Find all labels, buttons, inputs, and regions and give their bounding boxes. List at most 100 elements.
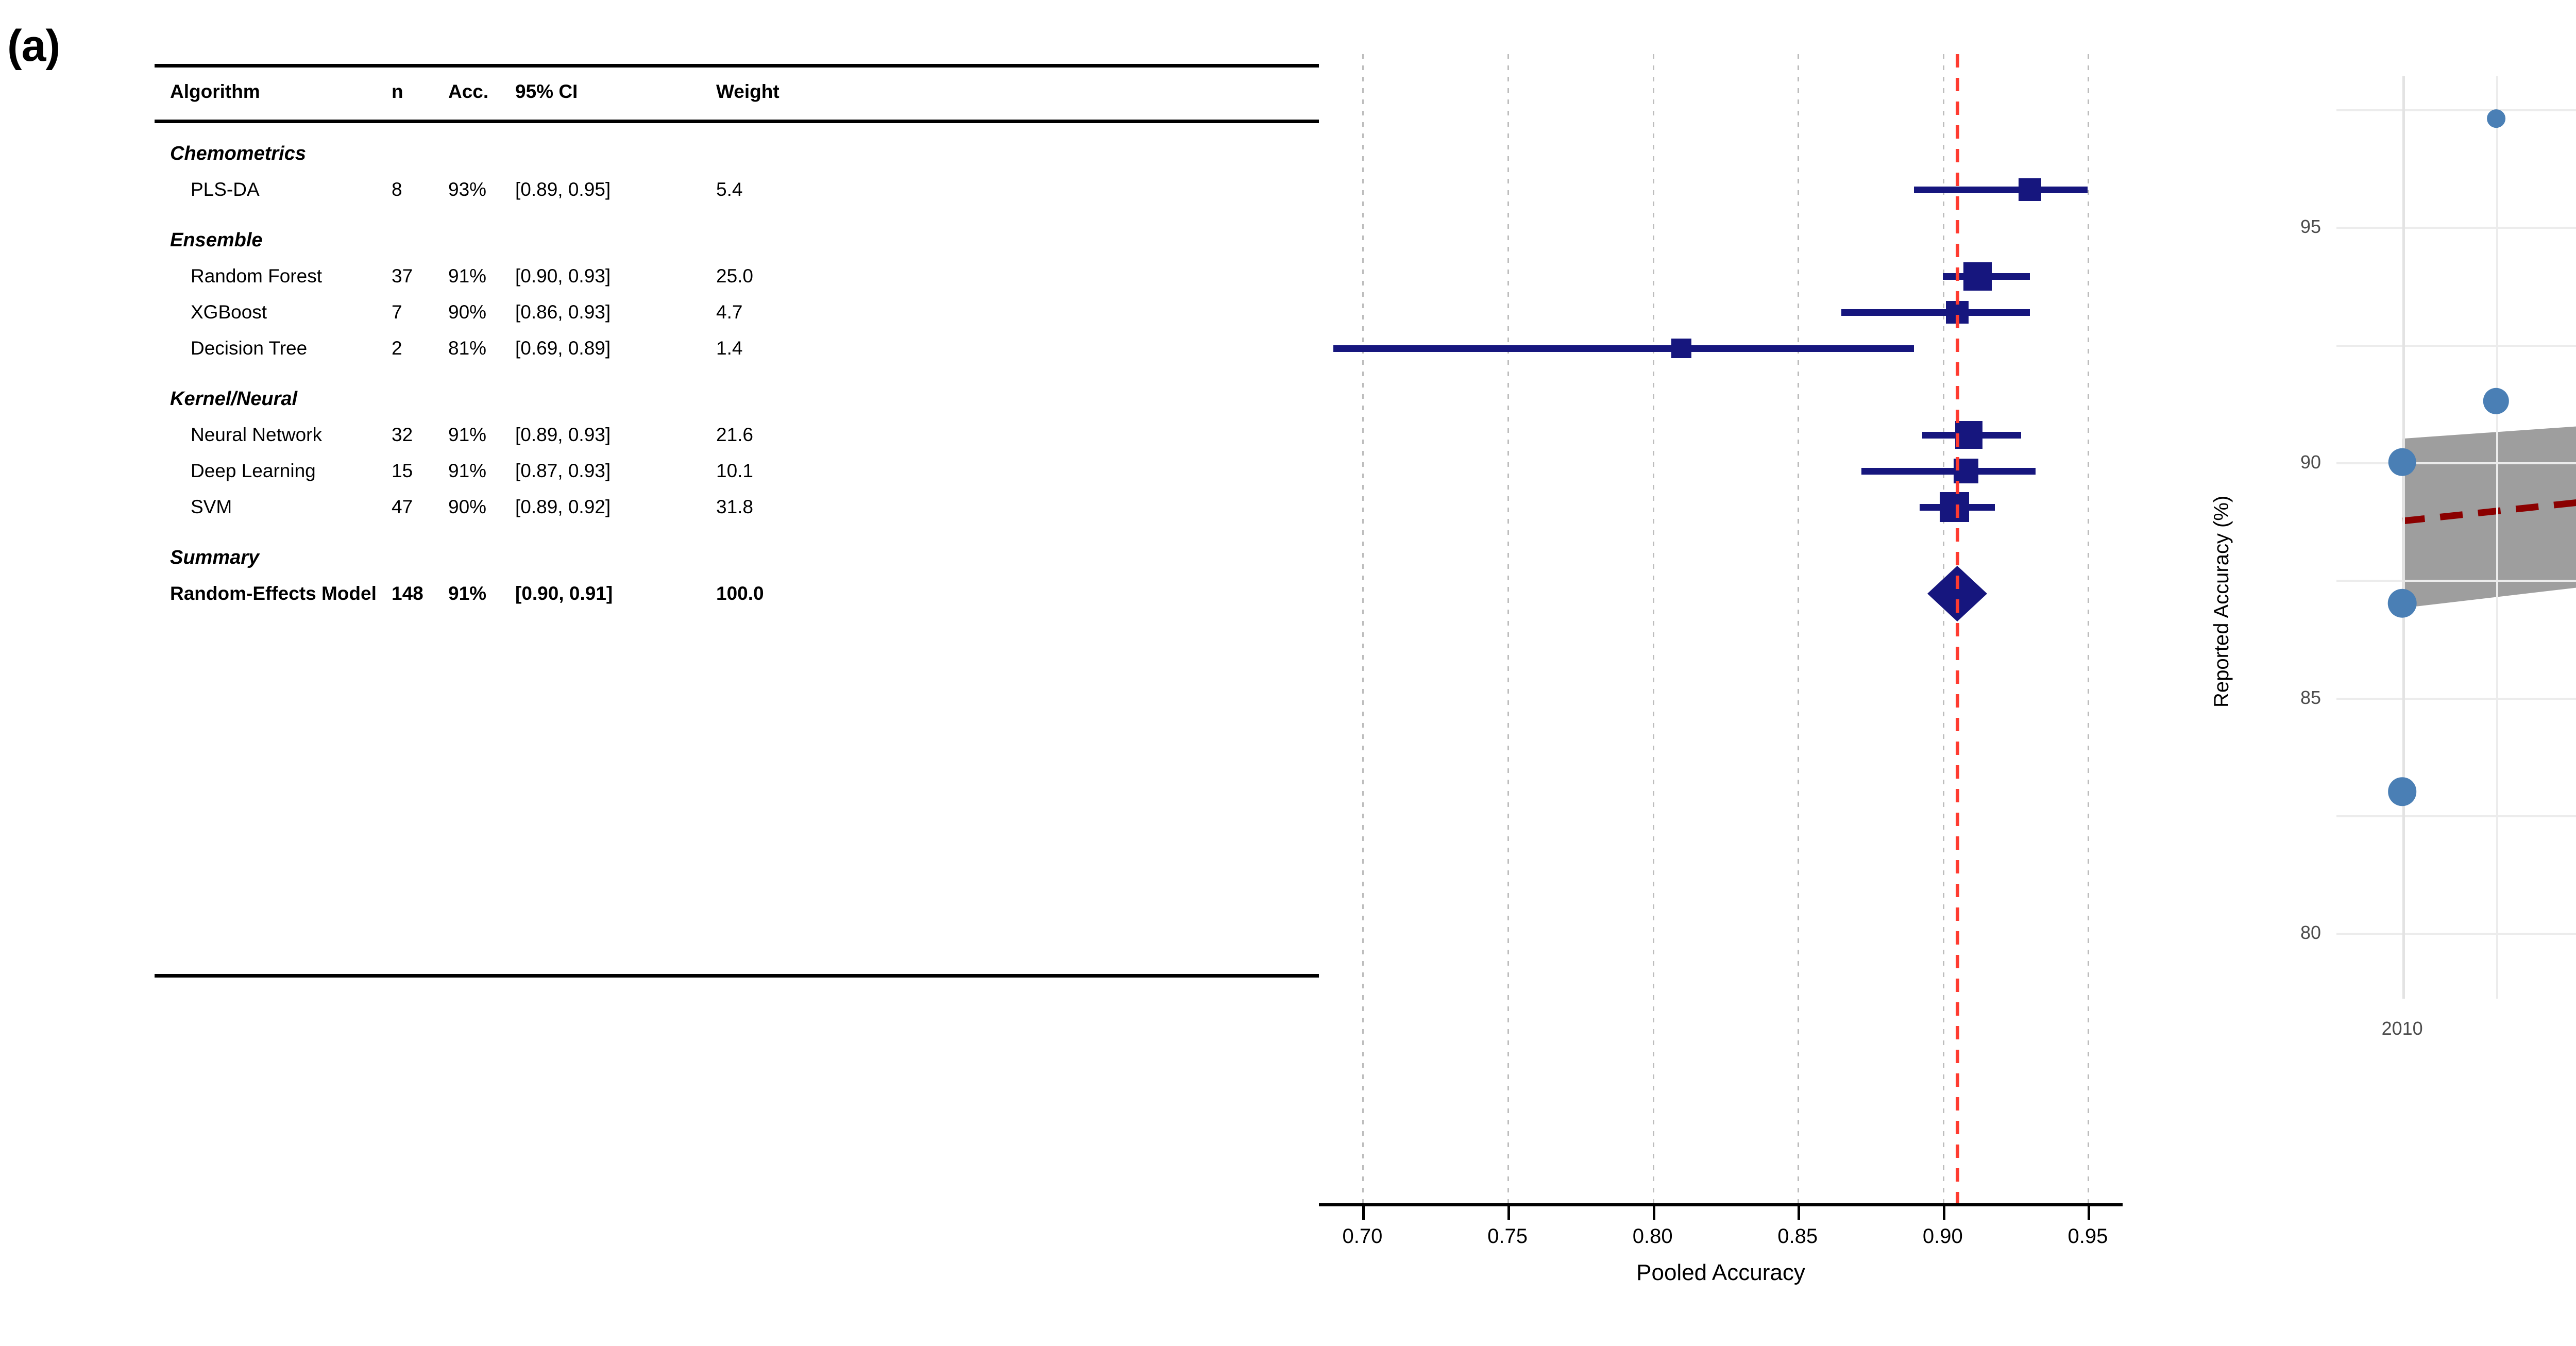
scatter-point [2387,777,2417,806]
table-row[interactable]: SVM 47 90% [0.89, 0.92] 31.8 [155,497,1319,517]
group-header-row: Chemometrics [155,143,1319,164]
panel-b-meta-regression: (b) Meta-Regression: Accuracy Trend Over… [2133,0,2576,1346]
cell-accuracy: 91% [448,583,487,604]
table-top-rule [155,64,1319,68]
cell-ci: [0.86, 0.93] [515,301,611,323]
axis-tick [1362,1206,1365,1220]
cell-ci: [0.90, 0.93] [515,265,611,287]
group-label: Kernel/Neural [170,388,298,410]
panel-a-forest-plot: (a) Algorithm n Acc. 95% CI Weight Chemometri… [7,21,2123,1285]
gridline-vertical [2496,76,2498,999]
cell-weight: 4.7 [716,301,743,323]
column-header-algorithm: Algorithm [170,81,260,102]
ci-line [1333,345,1914,352]
effect-size-box [1963,262,1992,291]
reference-line [1955,54,1959,1203]
gridline-horizontal [2336,933,2576,935]
scatter-point [2387,588,2417,618]
cell-ci: [0.87, 0.93] [515,460,611,481]
scatter-point [2487,109,2505,128]
gridline [1362,54,1364,1203]
axis-tick [1798,1206,1801,1220]
cell-accuracy: 81% [448,338,487,359]
cell-algorithm: SVM [191,496,232,517]
cell-n: 37 [392,265,413,287]
axis-tick-label: 0.80 [1632,1225,1673,1248]
table-header-rule [155,120,1319,123]
table-header-row: Algorithm n Acc. 95% CI Weight [155,81,1319,102]
cell-weight: 21.6 [716,424,754,445]
table-summary-rule [155,974,1319,978]
axis-tick-label: 0.70 [1342,1225,1383,1248]
chart-subtitle: Slope = 0.021, p = 0.0866 [2133,44,2576,64]
gridline-horizontal [2336,109,2576,111]
gridline-horizontal [2336,815,2576,817]
cell-n: 2 [392,338,402,359]
axis-tick-label: 0.75 [1487,1225,1528,1248]
cell-n: 32 [392,424,413,445]
cell-algorithm: Deep Learning [191,460,316,481]
cell-ci: [0.90, 0.91] [515,583,613,604]
effect-size-box [1671,338,1692,359]
group-header-row: Summary [155,547,1319,568]
gridline-horizontal [2336,227,2576,229]
group-label: Summary [170,547,260,568]
ci-line [1841,309,2030,316]
effect-size-box [1939,492,1970,522]
forest-plot-area: 0.70 0.75 0.80 0.85 0.90 0.95 Pooled Accuracy [1319,54,2123,1285]
axis-tick [1942,1206,1945,1220]
chart-title: Meta-Regression: Accuracy Trend Over Tim… [2133,11,2576,37]
x-axis-tick-label: 2010 [2381,1018,2423,1039]
group-label: Ensemble [170,229,263,251]
cell-algorithm: Random Forest [191,265,322,287]
figure-caption [21,1328,1927,1346]
gridline-vertical [2402,76,2405,999]
gridline [1507,54,1510,1203]
ci-line [1861,468,2036,475]
gridline [1942,54,1944,1203]
axis-tick [2088,1206,2091,1220]
cell-n: 47 [392,496,413,517]
gridline-horizontal [2336,462,2576,464]
cell-accuracy: 93% [448,179,487,200]
table-row[interactable]: Random-Effects Model 148 91% [0.90, 0.91] 10… [155,583,1319,604]
table-row[interactable]: PLS-DA 8 93% [0.89, 0.95] 5.4 [155,179,1319,200]
cell-accuracy: 90% [448,496,487,517]
cell-weight: 100.0 [716,583,764,604]
table-row[interactable]: Random Forest 37 91% [0.90, 0.93] 25.0 [155,266,1319,287]
gridline-horizontal [2336,344,2576,347]
x-axis-line [1319,1203,2123,1206]
column-header-acc: Acc. [448,81,489,102]
y-axis-tick-label: 90 [2300,451,2321,473]
gridline [1798,54,1800,1203]
cell-weight: 5.4 [716,179,743,200]
x-axis-title: Pooled Accuracy [1636,1260,1805,1285]
cell-weight: 1.4 [716,338,743,359]
cell-weight: 31.8 [716,496,754,517]
scatter-point [2388,448,2416,477]
axis-tick-label: 0.95 [2067,1225,2108,1248]
trend-line [2401,499,2576,525]
cell-n: 8 [392,179,402,200]
group-label: Chemometrics [170,143,306,164]
cell-accuracy: 91% [448,424,487,445]
table-row[interactable]: Deep Learning 15 91% [0.87, 0.93] 10.1 [155,461,1319,481]
y-axis-tick-label: 80 [2300,922,2321,944]
table-row[interactable]: Decision Tree 2 81% [0.69, 0.89] 1.4 [155,338,1319,359]
axis-tick [1652,1206,1655,1220]
y-axis-title: Reported Accuracy (%) [2210,495,2233,708]
group-header-row: Ensemble [155,230,1319,250]
cell-algorithm: Neural Network [191,424,322,445]
axis-tick-label: 0.85 [1777,1225,1818,1248]
cell-weight: 25.0 [716,265,754,287]
cell-algorithm: XGBoost [191,301,267,323]
cell-algorithm: Decision Tree [191,338,308,359]
table-row[interactable]: Neural Network 32 91% [0.89, 0.93] 21.6 [155,425,1319,445]
ci-line [1913,187,2088,193]
table-row[interactable]: XGBoost 7 90% [0.86, 0.93] 4.7 [155,302,1319,323]
axis-tick [1507,1206,1511,1220]
gridline [1652,54,1654,1203]
cell-n: 148 [392,583,423,604]
x-axis-title: Publication Year [2336,1056,2576,1080]
gridline [2088,54,2090,1203]
